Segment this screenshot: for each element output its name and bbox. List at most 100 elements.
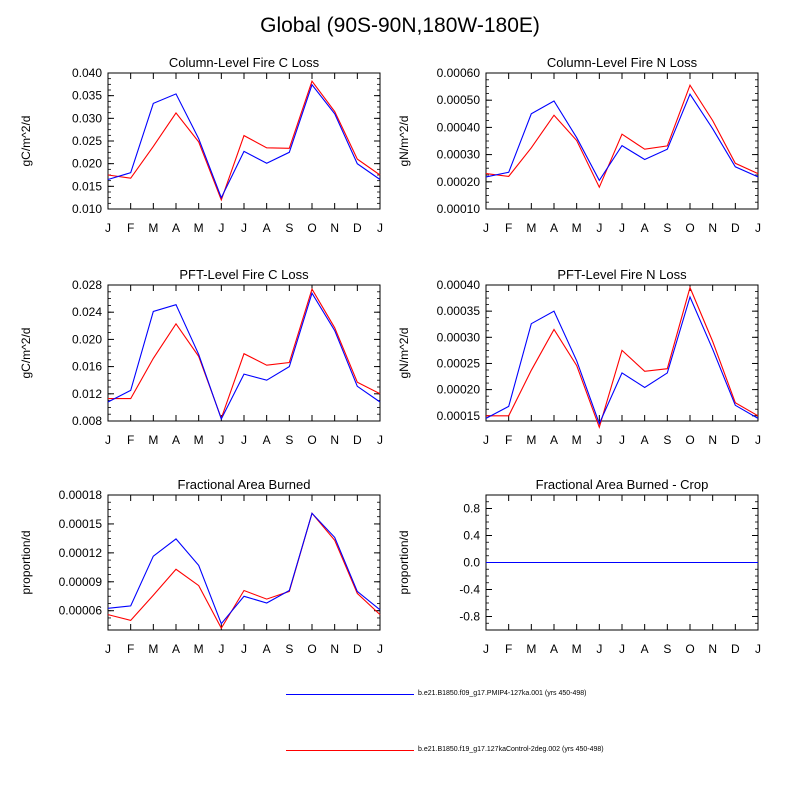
y-tick-label: 0.00030 — [437, 148, 481, 162]
chart-title: Fractional Area Burned - Crop — [536, 477, 709, 492]
y-axis-label: gC/m^2/d — [19, 116, 33, 167]
chart-title: Column-Level Fire N Loss — [547, 55, 698, 70]
x-tick-label: A — [172, 433, 180, 447]
x-tick-label: J — [483, 433, 489, 447]
x-tick-label: J — [377, 433, 383, 447]
series-line-blue — [107, 512, 381, 625]
x-tick-label: J — [619, 642, 625, 656]
x-tick-label: D — [731, 221, 740, 235]
x-tick-label: O — [685, 221, 694, 235]
x-tick-label: O — [307, 221, 316, 235]
x-tick-label: A — [172, 221, 180, 235]
plot-frame — [485, 72, 759, 210]
x-tick-label: S — [285, 221, 293, 235]
y-tick-label: 0.00025 — [437, 356, 481, 370]
x-tick-label: J — [218, 642, 224, 656]
x-tick-label: F — [505, 642, 512, 656]
x-tick-label: J — [241, 221, 247, 235]
series-line-red — [107, 80, 381, 202]
x-tick-label: J — [619, 433, 625, 447]
series-line-red — [108, 287, 381, 420]
y-tick-label: 0.010 — [72, 202, 102, 216]
x-tick-label: J — [755, 221, 761, 235]
x-tick-label: N — [708, 221, 717, 235]
x-tick-label: F — [127, 433, 134, 447]
x-tick-label: S — [663, 433, 671, 447]
chart-title: PFT-Level Fire C Loss — [179, 267, 309, 282]
y-tick-label: 0.028 — [72, 278, 102, 292]
x-tick-label: A — [172, 642, 180, 656]
y-tick-label: 0.00009 — [59, 575, 103, 589]
x-tick-label: M — [526, 221, 536, 235]
x-tick-label: N — [330, 221, 339, 235]
y-tick-label: 0.040 — [72, 66, 102, 80]
x-tick-label: M — [148, 642, 158, 656]
series-line-blue — [107, 291, 381, 421]
x-tick-label: N — [708, 642, 717, 656]
y-tick-label: 0.00040 — [437, 120, 481, 134]
x-tick-label: A — [263, 433, 271, 447]
x-tick-label: O — [307, 642, 316, 656]
series-line-blue — [107, 83, 381, 200]
x-tick-label: D — [353, 433, 362, 447]
x-tick-label: S — [663, 221, 671, 235]
x-tick-label: D — [353, 221, 362, 235]
x-tick-label: A — [641, 221, 649, 235]
x-tick-label: F — [127, 642, 134, 656]
legend-label-blue: b.e21.B1850.f09_g17.PMIP4-127ka.001 (yrs… — [418, 690, 587, 697]
x-tick-label: J — [596, 221, 602, 235]
x-tick-label: J — [218, 433, 224, 447]
x-tick-label: M — [194, 433, 204, 447]
x-tick-label: M — [148, 221, 158, 235]
x-tick-label: N — [330, 642, 339, 656]
y-tick-label: -0.8 — [459, 610, 480, 624]
x-tick-label: J — [241, 642, 247, 656]
y-tick-label: 0.00030 — [437, 330, 481, 344]
x-tick-label: S — [285, 642, 293, 656]
chart-title: Fractional Area Burned — [178, 477, 311, 492]
series-line-red — [486, 285, 759, 430]
x-tick-label: J — [755, 642, 761, 656]
y-tick-label: 0.00018 — [59, 488, 103, 502]
x-tick-label: M — [148, 433, 158, 447]
x-tick-label: A — [263, 221, 271, 235]
x-tick-label: A — [641, 642, 649, 656]
y-tick-label: 0.00020 — [437, 175, 481, 189]
legend-line-red — [286, 750, 414, 751]
x-tick-label: J — [483, 642, 489, 656]
y-tick-label: 0.024 — [72, 305, 102, 319]
x-tick-label: M — [572, 221, 582, 235]
y-tick-label: 0.020 — [72, 157, 102, 171]
y-tick-label: 0.0 — [463, 556, 480, 570]
y-axis-label: gN/m^2/d — [397, 116, 411, 167]
x-tick-label: A — [641, 433, 649, 447]
y-tick-label: 0.035 — [72, 89, 102, 103]
x-tick-label: O — [685, 433, 694, 447]
y-tick-label: 0.00015 — [59, 517, 103, 531]
x-tick-label: M — [194, 221, 204, 235]
y-tick-label: 0.030 — [72, 111, 102, 125]
y-tick-label: 0.00010 — [437, 202, 481, 216]
legend-label-red: b.e21.B1850.f19_g17.127kaControl-2deg.00… — [418, 746, 604, 753]
x-tick-label: M — [194, 642, 204, 656]
x-tick-label: O — [685, 642, 694, 656]
x-tick-label: J — [596, 642, 602, 656]
x-tick-label: N — [330, 433, 339, 447]
y-tick-label: 0.020 — [72, 332, 102, 346]
y-tick-label: 0.00060 — [437, 66, 481, 80]
y-tick-label: 0.00012 — [59, 546, 103, 560]
y-tick-label: 0.016 — [72, 360, 102, 374]
x-tick-label: M — [526, 433, 536, 447]
y-tick-label: 0.012 — [72, 387, 102, 401]
x-tick-label: J — [483, 221, 489, 235]
chart-title: PFT-Level Fire N Loss — [557, 267, 687, 282]
x-tick-label: D — [731, 433, 740, 447]
series-line-blue — [485, 93, 759, 182]
x-tick-label: A — [550, 642, 558, 656]
y-tick-label: 0.00006 — [59, 604, 103, 618]
y-tick-label: 0.8 — [463, 502, 480, 516]
x-tick-label: J — [218, 221, 224, 235]
legend-line-blue — [286, 694, 414, 695]
y-tick-label: 0.00040 — [437, 278, 481, 292]
